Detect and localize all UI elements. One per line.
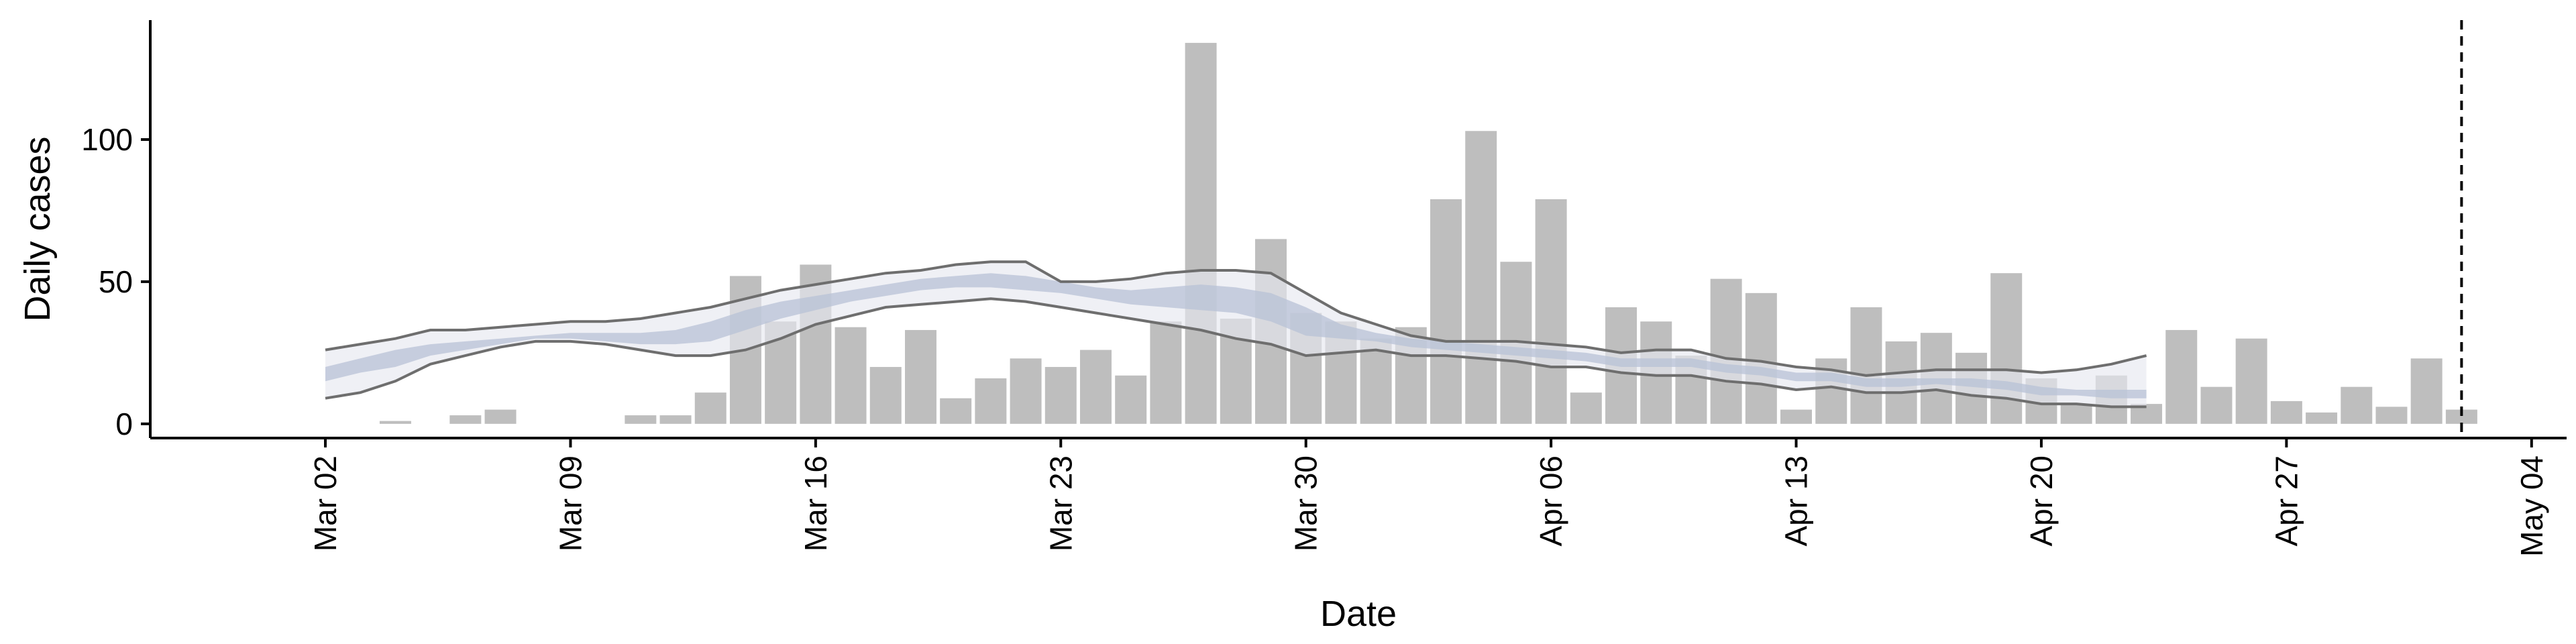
- bar: [1115, 375, 1147, 424]
- bar: [2341, 386, 2373, 424]
- bar: [449, 415, 482, 424]
- x-tick-label: Apr 27: [2269, 455, 2304, 547]
- bar: [869, 367, 902, 424]
- bar: [2445, 409, 2477, 424]
- x-tick-label: Mar 16: [798, 455, 833, 551]
- x-tick-label: Apr 20: [2024, 455, 2059, 547]
- bar: [379, 421, 411, 424]
- band-50: [325, 273, 2147, 398]
- bar: [904, 329, 936, 424]
- bar: [625, 415, 657, 424]
- y-tick-label: 50: [99, 264, 133, 299]
- bar: [1430, 199, 1462, 424]
- bar: [2270, 400, 2302, 424]
- bar: [975, 378, 1007, 424]
- x-tick-label: Mar 09: [553, 455, 588, 551]
- bar: [659, 415, 692, 424]
- bar: [1010, 358, 1042, 424]
- y-tick-label: 100: [81, 122, 133, 157]
- bar: [1745, 292, 1777, 424]
- x-tick-label: May 04: [2514, 455, 2549, 557]
- bar: [2060, 404, 2092, 424]
- bar: [484, 409, 517, 424]
- bar: [1710, 278, 1742, 424]
- y-ticks: 0 50 100: [81, 122, 150, 441]
- x-tick-label: Mar 02: [308, 455, 343, 551]
- bar: [940, 398, 972, 424]
- x-tick-label: Mar 23: [1043, 455, 1078, 551]
- x-ticks: Mar 02 Mar 09 Mar 16 Mar 23 Mar 30 Apr 06 Apr …: [308, 438, 2549, 557]
- bar: [1850, 307, 1882, 424]
- band-layer: [325, 260, 2147, 409]
- bar: [835, 327, 867, 424]
- y-tick-label: 0: [115, 407, 133, 441]
- x-tick-label: Apr 13: [1779, 455, 1814, 547]
- bar: [694, 392, 727, 424]
- x-tick-label: Mar 30: [1289, 455, 1324, 551]
- bar: [2375, 407, 2408, 424]
- bar: [2410, 358, 2443, 424]
- bar: [1079, 350, 1112, 424]
- bar: [1044, 367, 1077, 424]
- upper-bound-line: [325, 260, 2147, 377]
- bar: [1535, 199, 1567, 424]
- bar: [1150, 321, 1182, 424]
- bars-layer: [379, 42, 2477, 424]
- bar: [1465, 131, 1497, 424]
- x-tick-label: Apr 06: [1534, 455, 1568, 547]
- bar: [2306, 412, 2338, 424]
- axes-layer: [149, 20, 2567, 439]
- band-90: [325, 262, 2147, 407]
- bar: [1185, 42, 1217, 424]
- bar: [2200, 386, 2233, 424]
- bar: [1570, 392, 1602, 424]
- bar: [2235, 338, 2267, 424]
- bar: [2165, 329, 2198, 424]
- bar: [1780, 409, 1813, 424]
- lower-bound-line: [325, 297, 2147, 409]
- x-axis-title: Date: [1320, 594, 1397, 634]
- y-axis-title: Daily cases: [17, 136, 58, 321]
